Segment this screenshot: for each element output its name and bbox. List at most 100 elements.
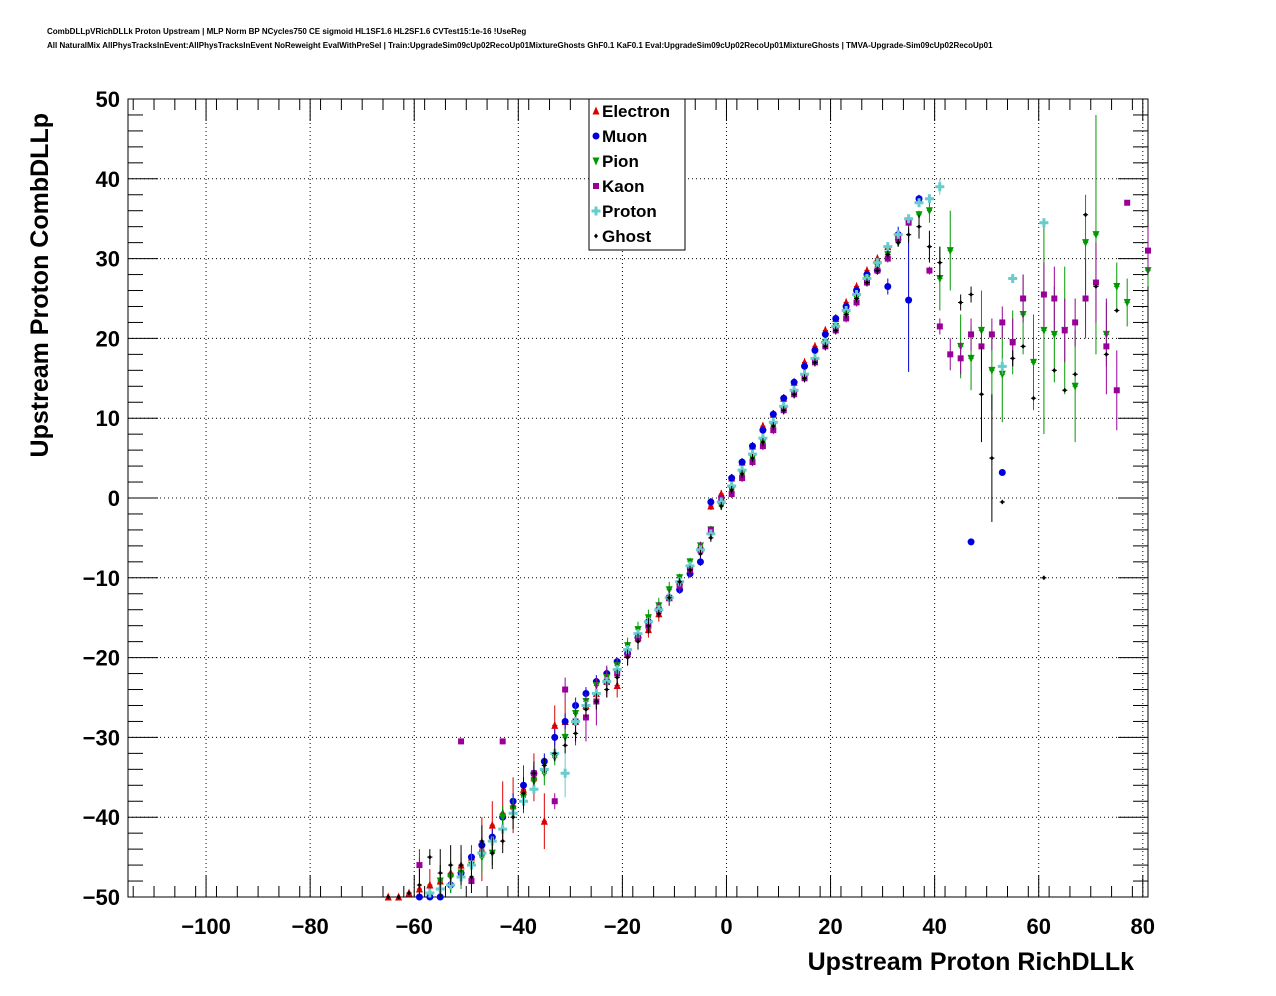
x-tick-label: 80: [1131, 914, 1155, 939]
data-point: [997, 361, 1007, 371]
legend-label: Proton: [602, 202, 657, 221]
x-tick-label: −80: [291, 914, 328, 939]
data-point: [469, 874, 474, 880]
data-point: [936, 275, 944, 284]
data-point: [427, 854, 432, 860]
data-point: [396, 894, 401, 900]
data-point: [573, 730, 578, 736]
data-point: [677, 579, 682, 585]
data-point: [425, 888, 435, 898]
y-tick-label: 10: [96, 406, 120, 431]
data-point: [988, 366, 996, 375]
data-point: [926, 267, 933, 274]
data-point: [625, 655, 630, 661]
data-point: [490, 850, 495, 856]
data-point: [615, 675, 620, 681]
tick-labels: −100 −80 −60 −40 −20 0 20 40 60 80−50−40−30−20−10…: [83, 87, 1155, 939]
data-point: [729, 487, 734, 493]
data-point: [864, 280, 869, 286]
data-point: [667, 595, 672, 601]
data-point: [728, 474, 736, 482]
x-tick-label: −60: [396, 914, 433, 939]
x-tick-label: −100: [181, 914, 231, 939]
data-point: [1062, 387, 1067, 393]
data-point: [696, 558, 704, 566]
data-point: [688, 567, 693, 573]
data-point: [551, 733, 559, 741]
x-tick-label: 20: [818, 914, 842, 939]
chart-title-line1: CombDLLpVRichDLLk Proton Upstream | MLP …: [47, 27, 527, 36]
data-point: [896, 240, 901, 246]
data-point: [1104, 351, 1109, 357]
data-point: [542, 762, 547, 768]
data-point: [479, 838, 484, 844]
y-tick-label: 0: [108, 486, 120, 511]
data-point: [1113, 387, 1120, 394]
data-point: [833, 327, 838, 333]
data-point: [407, 890, 412, 896]
data-point: [854, 296, 859, 301]
legend-label: Electron: [602, 102, 670, 121]
data-point: [1008, 274, 1018, 284]
data-point: [1052, 367, 1057, 373]
y-tick-label: 20: [96, 326, 120, 351]
data-point: [958, 299, 963, 305]
data-point: [499, 738, 506, 745]
data-point: [459, 862, 464, 868]
series-pion: [436, 114, 1152, 897]
data-point: [969, 292, 974, 298]
data-point: [750, 455, 755, 461]
data-point: [561, 717, 569, 725]
data-point: [811, 346, 819, 354]
y-tick-label: −40: [83, 805, 120, 830]
data-point: [1123, 298, 1131, 307]
data-point: [604, 687, 609, 693]
data-point: [1145, 247, 1151, 254]
data-point: [1021, 343, 1026, 349]
data-point: [935, 182, 945, 192]
data-point: [1082, 239, 1090, 248]
x-tick-label: 0: [720, 914, 732, 939]
data-point: [1114, 307, 1119, 313]
data-point: [875, 268, 880, 274]
data-point: [760, 439, 765, 445]
data-point: [844, 311, 849, 317]
legend-marker: [592, 106, 600, 115]
data-point: [1093, 284, 1098, 290]
data-point: [893, 230, 903, 240]
data-point: [551, 798, 558, 805]
data-point: [571, 716, 581, 726]
data-point: [769, 410, 777, 418]
data-point: [529, 784, 539, 794]
data-point: [563, 742, 568, 748]
legend-label: Ghost: [602, 227, 651, 246]
data-point: [417, 882, 422, 888]
grid-lines: [128, 99, 1148, 897]
data-point: [1041, 575, 1046, 581]
x-tick-label: −20: [604, 914, 641, 939]
data-point: [957, 355, 964, 362]
data-point: [1103, 343, 1110, 350]
legend-marker: [594, 233, 598, 239]
data-point: [438, 870, 443, 876]
data-point: [925, 207, 933, 216]
legend-marker: [592, 157, 600, 166]
data-point: [738, 458, 746, 466]
data-point: [906, 232, 911, 238]
data-point: [884, 283, 892, 291]
data-point: [917, 224, 922, 230]
x-tick-label: 60: [1026, 914, 1050, 939]
data-point: [1040, 291, 1047, 298]
data-point: [1082, 295, 1089, 302]
series-muon: [415, 194, 1006, 901]
data-point: [979, 391, 984, 397]
data-point: [792, 391, 797, 397]
data-point: [1124, 199, 1131, 206]
data-point: [521, 790, 526, 796]
data-point: [1072, 319, 1079, 326]
legend-label: Pion: [602, 152, 639, 171]
data-point: [458, 738, 465, 745]
legend-label: Muon: [602, 127, 647, 146]
data-point: [998, 468, 1006, 476]
